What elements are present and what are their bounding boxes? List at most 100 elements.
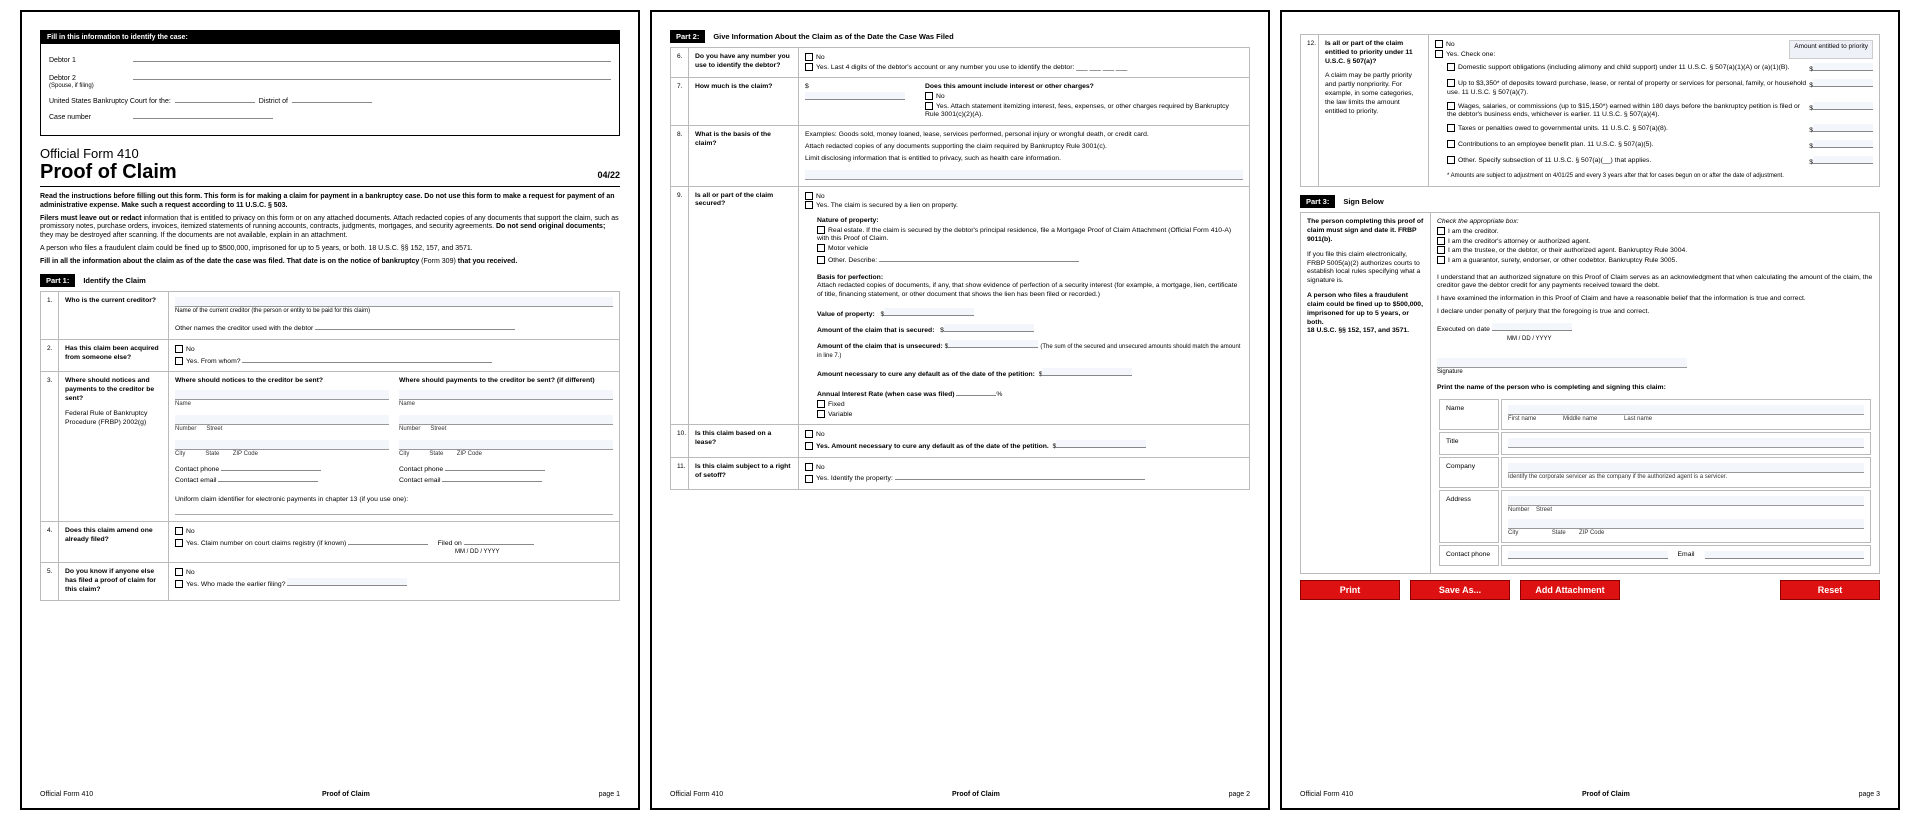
q12-o3-amt[interactable] — [1813, 102, 1873, 110]
q12-o2-amt[interactable] — [1813, 79, 1873, 87]
form-title: Proof of Claim — [40, 161, 177, 184]
q2-no-checkbox[interactable] — [175, 345, 183, 353]
q5-who-input[interactable] — [287, 578, 407, 586]
other-names-input[interactable] — [315, 322, 515, 330]
q8-basis-input[interactable] — [805, 170, 1243, 180]
q4-date-input[interactable] — [464, 537, 534, 545]
district-label: District of — [259, 98, 288, 105]
q9-value-input[interactable] — [884, 308, 974, 316]
creditor-name-input[interactable] — [175, 297, 613, 307]
save-button[interactable]: Save As... — [1410, 580, 1510, 600]
title-input[interactable] — [1508, 438, 1864, 448]
q9-yes-checkbox[interactable] — [805, 201, 813, 209]
contact-email-input[interactable] — [1705, 551, 1865, 559]
payment-city-input[interactable] — [399, 440, 613, 450]
q9-other-checkbox[interactable] — [817, 256, 825, 264]
q12-table: 12. Is all or part of the claim entitled… — [1300, 34, 1880, 187]
debtor1-input[interactable] — [133, 52, 611, 62]
debtor1-label: Debtor 1 — [49, 57, 129, 64]
q11-property-input[interactable] — [895, 472, 1145, 480]
q10-yes-checkbox[interactable] — [805, 442, 813, 450]
q9-fixed-checkbox[interactable] — [817, 400, 825, 408]
p3-c2-checkbox[interactable] — [1437, 237, 1445, 245]
q2-fromwhom-input[interactable] — [242, 355, 492, 363]
part3-head: Part 3: — [1300, 195, 1335, 208]
addr-city-input[interactable] — [1508, 519, 1864, 529]
p3-c1-checkbox[interactable] — [1437, 227, 1445, 235]
addr-street-input[interactable] — [1508, 496, 1864, 506]
q9-no-checkbox[interactable] — [805, 192, 813, 200]
court-district2-input[interactable] — [292, 95, 372, 103]
payment-phone-input[interactable] — [445, 463, 545, 471]
instructions: Read the instructions before filling out… — [40, 193, 620, 266]
uci-input[interactable] — [175, 505, 613, 515]
company-input[interactable] — [1508, 463, 1864, 473]
q4-yes-checkbox[interactable] — [175, 539, 183, 547]
q10-no-checkbox[interactable] — [805, 430, 813, 438]
q11-no-checkbox[interactable] — [805, 463, 813, 471]
notice-street-input[interactable] — [175, 415, 389, 425]
part1-table: 1. Who is the current creditor? Name of … — [40, 291, 620, 601]
q12-o1-checkbox[interactable] — [1447, 63, 1455, 71]
court-label: United States Bankruptcy Court for the: — [49, 98, 171, 105]
q4-no-checkbox[interactable] — [175, 527, 183, 535]
q9-unsecured-input[interactable] — [948, 340, 1038, 348]
q4-claimnum-input[interactable] — [348, 537, 428, 545]
name-input[interactable] — [1508, 405, 1864, 415]
casenum-input[interactable] — [133, 111, 273, 119]
q12-o4-amt[interactable] — [1813, 124, 1873, 132]
exec-date-input[interactable] — [1492, 323, 1572, 331]
q9-other-input[interactable] — [879, 254, 1079, 262]
q9-cure-input[interactable] — [1042, 368, 1132, 376]
debtor2-input[interactable] — [133, 70, 611, 80]
q6-yes-checkbox[interactable] — [805, 63, 813, 71]
amount-priority-head: Amount entitled to priority — [1789, 40, 1873, 59]
notice-email-input[interactable] — [218, 474, 318, 482]
q12-o5-checkbox[interactable] — [1447, 140, 1455, 148]
q9-variable-checkbox[interactable] — [817, 410, 825, 418]
debtor2-sub: (Spouse, if filing) — [49, 83, 94, 89]
notice-phone-input[interactable] — [221, 463, 321, 471]
notice-city-input[interactable] — [175, 440, 389, 450]
contact-phone-input[interactable] — [1508, 551, 1668, 559]
q9-motor-checkbox[interactable] — [817, 244, 825, 252]
q12-o4-checkbox[interactable] — [1447, 124, 1455, 132]
notice-name-input[interactable] — [175, 390, 389, 400]
payment-email-input[interactable] — [442, 474, 542, 482]
q9-secured-input[interactable] — [944, 324, 1034, 332]
add-attachment-button[interactable]: Add Attachment — [1520, 580, 1620, 600]
q12-no-checkbox[interactable] — [1435, 40, 1443, 48]
part1-head: Part 1: — [40, 274, 75, 287]
q12-o2-checkbox[interactable] — [1447, 79, 1455, 87]
q12-o6-checkbox[interactable] — [1447, 156, 1455, 164]
q12-o3-checkbox[interactable] — [1447, 102, 1455, 110]
q12-o6-amt[interactable] — [1813, 156, 1873, 164]
q7-amount-input[interactable] — [805, 92, 905, 100]
q6-no-checkbox[interactable] — [805, 53, 813, 61]
q12-o1-amt[interactable] — [1813, 63, 1873, 71]
page-1: Fill in this information to identify the… — [20, 10, 640, 810]
page-2: Part 2:Give Information About the Claim … — [650, 10, 1270, 810]
payment-street-input[interactable] — [399, 415, 613, 425]
identify-header: Fill in this information to identify the… — [41, 31, 619, 44]
q2-yes-checkbox[interactable] — [175, 357, 183, 365]
q5-yes-checkbox[interactable] — [175, 580, 183, 588]
q10-amount-input[interactable] — [1056, 440, 1146, 448]
p3-c3-checkbox[interactable] — [1437, 246, 1445, 254]
q7-no-checkbox[interactable] — [925, 92, 933, 100]
action-buttons: Print Save As... Add Attachment Reset — [1300, 580, 1880, 600]
p3-c4-checkbox[interactable] — [1437, 256, 1445, 264]
reset-button[interactable]: Reset — [1780, 580, 1880, 600]
q5-no-checkbox[interactable] — [175, 568, 183, 576]
q12-yes-checkbox[interactable] — [1435, 50, 1443, 58]
payment-name-input[interactable] — [399, 390, 613, 400]
part2-table: 6. Do you have any number you use to ide… — [670, 47, 1250, 490]
q9-rate-input[interactable] — [956, 388, 996, 396]
court-district1-input[interactable] — [175, 95, 255, 103]
signature-input[interactable] — [1437, 358, 1687, 368]
q7-yes-checkbox[interactable] — [925, 102, 933, 110]
q9-realestate-checkbox[interactable] — [817, 226, 825, 234]
q11-yes-checkbox[interactable] — [805, 475, 813, 483]
q12-o5-amt[interactable] — [1813, 140, 1873, 148]
print-button[interactable]: Print — [1300, 580, 1400, 600]
